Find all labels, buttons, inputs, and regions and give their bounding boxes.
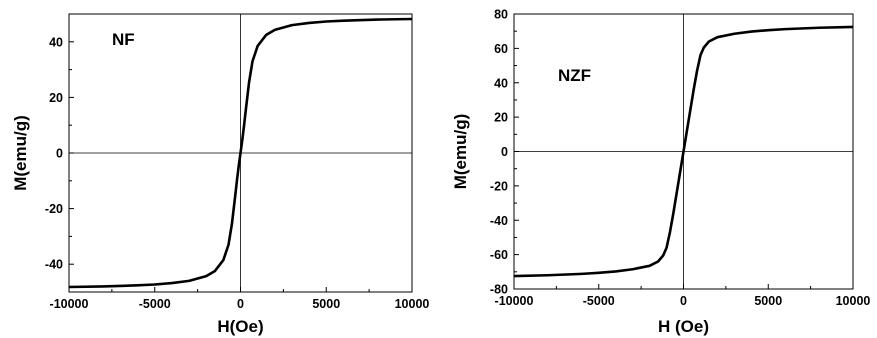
y-tick-label: 0 bbox=[56, 147, 63, 161]
y-tick-label: -80 bbox=[490, 283, 508, 297]
chart-panel-nzf: -10000 -5000 0 5000 10000 -80 -60 -40 -20 0 20 40 60… bbox=[451, 8, 870, 337]
y-tick-label: 60 bbox=[494, 42, 508, 56]
y-tick-label: 20 bbox=[49, 91, 63, 105]
magnetization-curve bbox=[68, 17, 413, 289]
y-tick-label: -40 bbox=[45, 258, 63, 272]
x-tick-label: 0 bbox=[680, 294, 687, 308]
x-tick-label: -10000 bbox=[50, 297, 89, 311]
y-tick-label: 20 bbox=[494, 111, 508, 125]
y-axis-title: M(emu/g) bbox=[451, 114, 470, 190]
y-tick-label: -40 bbox=[490, 214, 508, 228]
y-tick-label: -60 bbox=[490, 248, 508, 262]
y-tick-label: -20 bbox=[490, 179, 508, 193]
x-tick-label: 5000 bbox=[754, 294, 782, 308]
x-axis-title: H (Oe) bbox=[658, 317, 709, 336]
panel-label: NZF bbox=[558, 66, 591, 85]
x-tick-label: 5000 bbox=[312, 297, 340, 311]
y-axis-title: M(emu/g) bbox=[11, 115, 30, 191]
x-tick-label: 10000 bbox=[395, 297, 430, 311]
magnetization-curve bbox=[513, 25, 854, 278]
x-tick-label: 10000 bbox=[836, 294, 871, 308]
x-tick-label: 0 bbox=[237, 297, 244, 311]
y-tick-label: 40 bbox=[494, 76, 508, 90]
x-tick-label: -5000 bbox=[583, 294, 615, 308]
x-axis-title: H(Oe) bbox=[217, 317, 263, 336]
x-tick-label: -10000 bbox=[495, 294, 534, 308]
y-tick-label: 40 bbox=[49, 35, 63, 49]
x-tick-label: -5000 bbox=[139, 297, 171, 311]
y-tick-label: 80 bbox=[494, 8, 508, 22]
chart-panel-nf: -10000 -5000 0 5000 10000 -40 -20 0 20 40 H(Oe) M(e… bbox=[11, 13, 430, 336]
panel-label: NF bbox=[112, 30, 135, 49]
y-tick-label: -20 bbox=[45, 202, 63, 216]
y-tick-label: 0 bbox=[501, 145, 508, 159]
